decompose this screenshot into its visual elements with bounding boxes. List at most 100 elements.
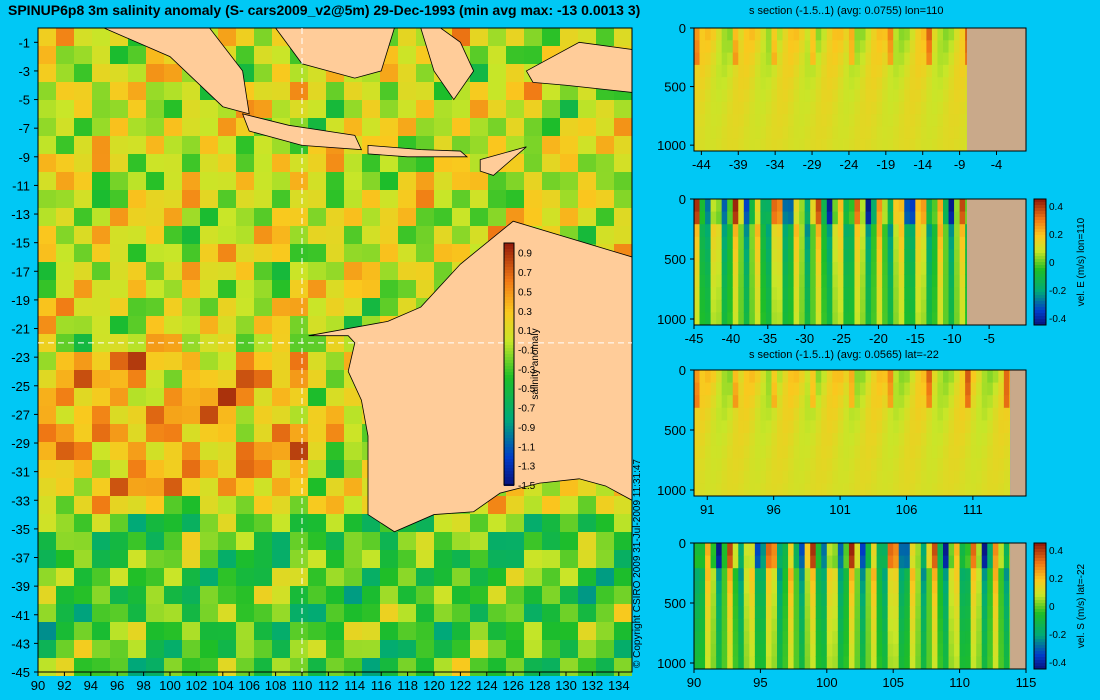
section-cell <box>826 458 833 472</box>
salinity-cell <box>128 154 146 172</box>
section-cell <box>716 40 723 54</box>
section-cell <box>943 555 950 569</box>
map-x-tick-label: 102 <box>186 678 208 693</box>
colorbar-tick-label: 0.9 <box>518 249 532 260</box>
section-cell <box>705 101 712 115</box>
section-cell <box>721 458 728 472</box>
section-cell <box>882 138 889 152</box>
section-cell <box>754 40 761 54</box>
section-cell <box>965 224 967 238</box>
section-cell <box>987 458 994 472</box>
salinity-cell <box>182 190 200 208</box>
salinity-cell <box>416 280 434 298</box>
section-cell <box>738 101 745 115</box>
colorbar-swatch <box>1034 651 1046 654</box>
section-cell <box>738 28 745 41</box>
salinity-cell <box>164 316 182 334</box>
salinity-cell <box>506 586 524 604</box>
section-cell <box>926 580 933 594</box>
salinity-cell <box>596 100 614 118</box>
salinity-cell <box>164 406 182 424</box>
section-cell <box>699 395 706 409</box>
salinity-cell <box>452 532 470 550</box>
section-cell <box>799 555 806 569</box>
salinity-cell <box>290 100 308 118</box>
salinity-cell <box>542 586 560 604</box>
section-cell <box>931 656 938 670</box>
section-cell <box>876 101 883 115</box>
section-cell <box>943 606 950 620</box>
salinity-cell <box>434 208 452 226</box>
section-cell <box>909 40 916 54</box>
section-cell <box>843 224 850 238</box>
section-land <box>1010 543 1026 669</box>
section-cell <box>887 433 894 447</box>
salinity-cell <box>236 280 254 298</box>
section-cell <box>882 101 889 115</box>
salinity-cell <box>146 442 164 460</box>
section-cell <box>1009 370 1011 384</box>
section-cell <box>871 199 878 213</box>
section-cell <box>931 89 938 103</box>
section-cell <box>721 543 728 557</box>
section-cell <box>721 555 728 569</box>
section-field <box>694 28 967 152</box>
section-cell <box>1009 568 1011 582</box>
colorbar-swatch <box>1034 247 1046 250</box>
salinity-cell <box>74 640 92 658</box>
section-cell <box>915 211 922 225</box>
section-cell <box>848 445 855 459</box>
section-x-tick-label: -35 <box>758 331 777 346</box>
section-cell <box>843 89 850 103</box>
section-cell <box>860 370 867 384</box>
section-cell <box>959 126 966 140</box>
section-cell <box>815 470 822 484</box>
salinity-cell <box>200 352 218 370</box>
salinity-cell <box>614 100 632 118</box>
salinity-cell <box>560 550 578 568</box>
section-y-tick-label: 500 <box>664 423 686 438</box>
section-cell <box>832 656 839 670</box>
section-cell <box>871 64 878 78</box>
colorbar-swatch <box>1034 283 1046 286</box>
salinity-cell <box>236 46 254 64</box>
section-cell <box>854 64 861 78</box>
section-cell <box>793 370 800 384</box>
section-cell <box>732 420 739 434</box>
section-cell <box>843 568 850 582</box>
section-cell <box>760 77 767 90</box>
section-cell <box>876 395 883 409</box>
section-cell <box>915 606 922 620</box>
section-cell <box>926 543 933 557</box>
section-cell <box>843 656 850 670</box>
section-cell <box>937 618 944 632</box>
section-cell <box>848 312 855 326</box>
section-cell <box>970 631 977 645</box>
section-cell <box>699 631 706 645</box>
colorbar-swatch <box>504 387 514 390</box>
section-cell <box>788 395 795 409</box>
colorbar-swatch <box>504 378 514 381</box>
salinity-cell <box>578 154 596 172</box>
section-cell <box>799 138 806 152</box>
section-cell <box>710 52 717 66</box>
map-y-tick-label: -31 <box>11 465 30 480</box>
section-cell <box>716 299 723 313</box>
salinity-cell <box>128 352 146 370</box>
section-cell <box>976 618 983 632</box>
section-cell <box>843 274 850 288</box>
section-cell <box>749 643 756 657</box>
section-cell <box>760 287 767 301</box>
section-cell <box>754 287 761 301</box>
salinity-cell <box>398 190 416 208</box>
section-cell <box>970 643 977 657</box>
salinity-cell <box>146 352 164 370</box>
section-cell <box>887 224 894 238</box>
section-cell <box>887 483 894 497</box>
section-cell <box>970 618 977 632</box>
section-cell <box>749 199 756 213</box>
section-cell <box>948 77 955 90</box>
section-cell <box>832 199 839 213</box>
salinity-cell <box>74 370 92 388</box>
salinity-cell <box>110 172 128 190</box>
